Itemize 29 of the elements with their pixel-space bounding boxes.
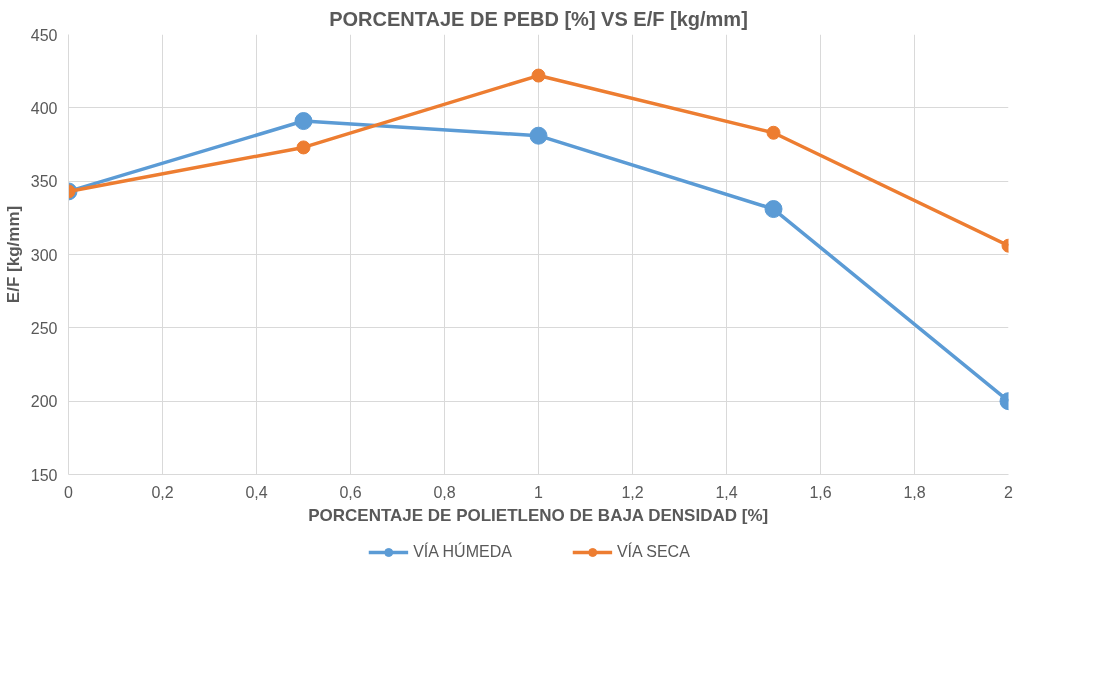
point — [294, 112, 313, 131]
y-tick-label: 150 — [30, 466, 58, 484]
x-tick-label: 0,2 — [151, 483, 174, 501]
y-tick-label: 450 — [30, 26, 58, 44]
point — [531, 68, 546, 83]
y-tick-label: 300 — [30, 246, 58, 264]
point — [296, 140, 311, 155]
y-tick-label: 200 — [30, 393, 58, 411]
x-tick-label: 0,4 — [245, 483, 268, 501]
x-tick-label: 2 — [1004, 483, 1014, 501]
x-tick-label: 0,6 — [339, 483, 362, 501]
x-tick-label: 1,6 — [809, 483, 832, 501]
y-tick-label: 400 — [30, 99, 58, 117]
y-tick-label: 350 — [30, 173, 58, 191]
y-tick-label: 250 — [30, 319, 58, 337]
x-tick-label: 1,4 — [715, 483, 738, 501]
x-tick-label: 0 — [64, 483, 74, 501]
y-axis-title: E/F [kg/mm] — [3, 205, 23, 304]
point — [529, 126, 548, 145]
x-tick-label: 1 — [534, 483, 544, 501]
point — [764, 200, 783, 219]
legend-label: VÍA SECA — [616, 543, 690, 561]
x-tick-label: 0,8 — [433, 483, 456, 501]
x-axis-title: PORCENTAJE DE POLIETLENO DE BAJA DENSIDAD [%] — [308, 505, 769, 525]
chart-title: PORCENTAJE DE PEBD [%] VS E/F [kg/mm] — [329, 7, 748, 30]
x-tick-label: 1,2 — [621, 483, 644, 501]
x-tick-label: 1,8 — [903, 483, 926, 501]
point — [766, 125, 781, 140]
legend-label: VÍA HÚMEDA — [413, 543, 512, 561]
